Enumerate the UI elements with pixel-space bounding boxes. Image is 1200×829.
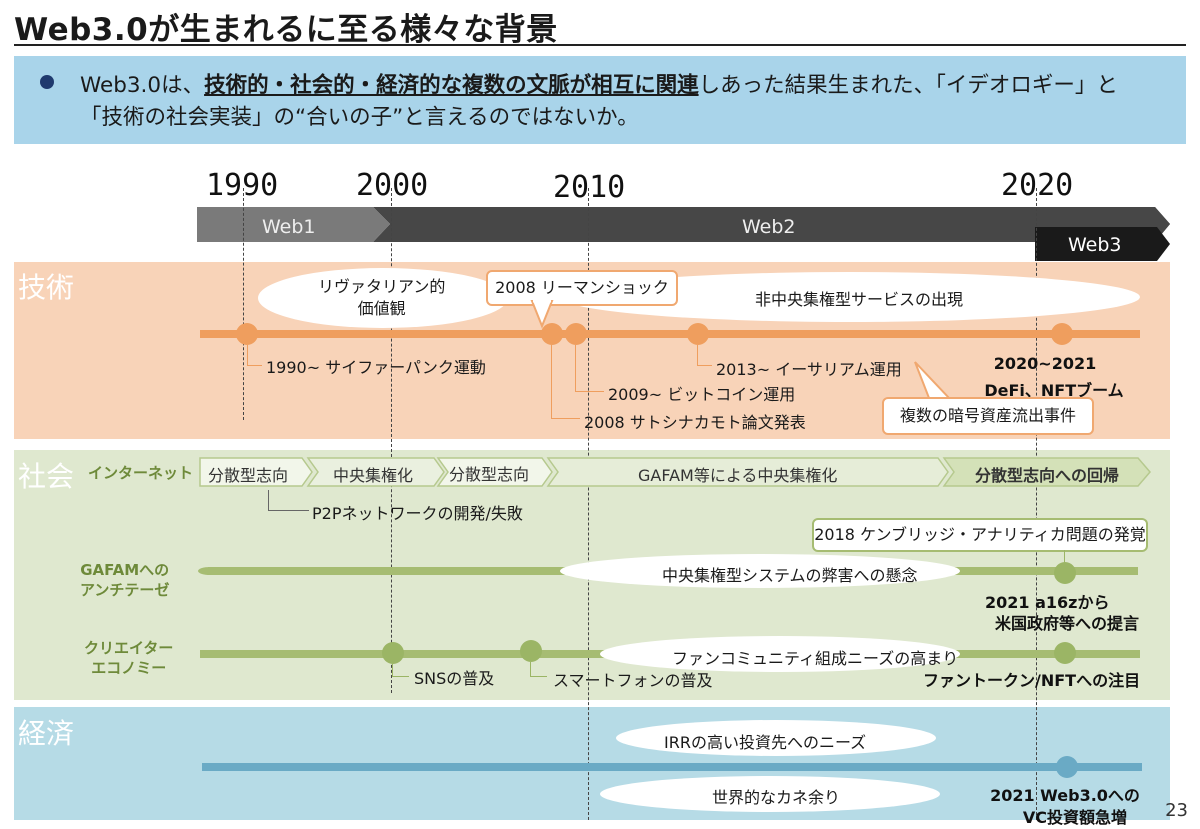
economy-timeline xyxy=(202,763,1142,771)
year-label-2000: 2000 xyxy=(356,168,429,203)
internet-label: インターネット xyxy=(88,464,194,482)
dot-a16z xyxy=(1054,562,1076,584)
web1-arrow xyxy=(197,207,390,242)
dot-2013 xyxy=(687,323,709,345)
bullet-icon xyxy=(40,75,54,89)
guide-2010 xyxy=(588,188,589,820)
guide-1990 xyxy=(243,188,244,420)
era-web2: Web2 xyxy=(742,216,796,238)
centralized-concern-text: 中央集権型システムの弊害への懸念 xyxy=(662,566,918,585)
centralized-concern-ellipse xyxy=(560,554,960,588)
dot-sns xyxy=(382,642,404,664)
sns-connector xyxy=(392,664,409,677)
dot-1990 xyxy=(236,323,258,345)
dot-vc xyxy=(1056,756,1078,778)
fan-token-text: ファントークン/NFTへの注目 xyxy=(923,671,1141,690)
guide-2000 xyxy=(391,188,392,693)
vc-text-2: VC投資額急増 xyxy=(1022,808,1128,827)
era-arrows xyxy=(197,207,1170,261)
summary-text-c: しあった結果生まれた、「イデオロギー」と xyxy=(698,73,1118,98)
dot-2008 xyxy=(541,323,563,345)
dot-fan-token xyxy=(1054,642,1076,664)
phase-chevron-4 xyxy=(546,457,949,487)
page-title: Web3.0が生まれるに至る様々な背景 xyxy=(14,12,558,48)
bitcoin-connector xyxy=(575,345,604,392)
fan-community-text: ファンコミュニティ組成ニーズの高まり xyxy=(672,649,959,668)
sns-text: SNSの普及 xyxy=(414,669,495,688)
dot-2009 xyxy=(565,323,587,345)
creator-economy-label: クリエイター エコノミー xyxy=(84,639,174,677)
tech-timeline xyxy=(200,330,1140,338)
phase-chevron-1 xyxy=(199,457,313,487)
summary-emphasis: 技術的・社会的・経済的な複数の文脈が相互に関連 xyxy=(204,73,699,98)
satoshi-connector xyxy=(551,345,580,419)
summary-line-1: Web3.0は、技術的・社会的・経済的な複数の文脈が相互に関連しあった結果生まれ… xyxy=(80,68,1118,99)
cypherpunk-text: 1990~ サイファーパンク運動 xyxy=(266,358,486,377)
fan-community-ellipse xyxy=(600,636,960,672)
cambridge-connector xyxy=(1064,550,1065,564)
libertarian-text: リヴァタリアン的 価値観 xyxy=(318,277,446,318)
dot-smartphone xyxy=(520,640,542,662)
phase-chevron-3 xyxy=(436,457,553,487)
smartphone-connector xyxy=(530,662,547,677)
year-label-1990: 1990 xyxy=(206,168,279,203)
economy-label: 経済 xyxy=(18,717,75,750)
web3-arrow xyxy=(1035,227,1170,261)
a16z-text-2: 米国政府等への提言 xyxy=(994,614,1139,633)
summary-text-a: Web3.0は、 xyxy=(80,73,205,98)
money-glut-text: 世界的なカネ余り xyxy=(712,788,841,807)
smartphone-text: スマートフォンの普及 xyxy=(553,671,713,690)
tech-label: 技術 xyxy=(18,271,75,304)
cambridge-callout: 2018 ケンブリッジ・アナリティカ問題の発覚 xyxy=(812,518,1148,552)
dot-2020 xyxy=(1051,323,1073,345)
hacks-callout: 複数の暗号資産流出事件 xyxy=(882,397,1094,435)
phase-chevron-5 xyxy=(942,457,1151,487)
irr-text: IRRの高い投資先へのニーズ xyxy=(664,733,867,752)
lehman-pointer xyxy=(530,300,554,329)
summary-box xyxy=(14,56,1186,144)
phase-label-5: 分散型志向への回帰 xyxy=(975,466,1120,485)
phase-label-2: 中央集権化 xyxy=(333,466,414,485)
anti-gafam-label: GAFAMへの アンチテーゼ xyxy=(80,561,170,599)
ethereum-connector xyxy=(697,345,712,366)
libertarian-ellipse xyxy=(258,268,508,328)
decentral-services-text: 非中央集権型サービスの出現 xyxy=(755,290,964,309)
lehman-callout: 2008 リーマンショック xyxy=(486,270,678,306)
phase-label-4: GAFAM等による中央集権化 xyxy=(638,466,838,485)
page-number: 23 xyxy=(1165,800,1188,821)
irr-ellipse xyxy=(616,720,936,756)
web2-arrow xyxy=(373,207,1170,242)
defi-text: DeFi、NFTブーム xyxy=(984,381,1124,400)
ethereum-text: 2013~ イーサリアム運用 xyxy=(716,360,902,379)
summary-line-2: 「技術の社会実装」の“合いの子”と言えるのではないか。 xyxy=(80,105,639,130)
era-web3: Web3 xyxy=(1068,234,1122,256)
p2p-connector xyxy=(268,490,309,511)
year-label-2020: 2020 xyxy=(1001,168,1074,203)
satoshi-text: 2008 サトシナカモト論文発表 xyxy=(584,413,806,432)
title-divider xyxy=(14,44,1186,46)
year-label-2010: 2010 xyxy=(553,170,626,205)
era-web1: Web1 xyxy=(262,216,316,238)
defi-year: 2020~2021 xyxy=(993,354,1097,373)
society-label: 社会 xyxy=(18,460,75,493)
phase-chevron-2 xyxy=(306,457,445,487)
phase-label-1: 分散型志向 xyxy=(208,466,289,485)
bitcoin-text: 2009~ ビットコイン運用 xyxy=(608,385,796,404)
phase-label-3: 分散型志向 xyxy=(449,465,530,484)
guide-2020 xyxy=(1036,188,1037,820)
money-glut-ellipse xyxy=(600,776,940,812)
internet-phase-chevrons xyxy=(199,457,1151,487)
vc-text-1: 2021 Web3.0への xyxy=(990,786,1140,805)
cypherpunk-connector xyxy=(247,345,262,366)
p2p-text: P2Pネットワークの開発/失敗 xyxy=(312,504,523,523)
a16z-text-1: 2021 a16zから xyxy=(985,593,1110,612)
